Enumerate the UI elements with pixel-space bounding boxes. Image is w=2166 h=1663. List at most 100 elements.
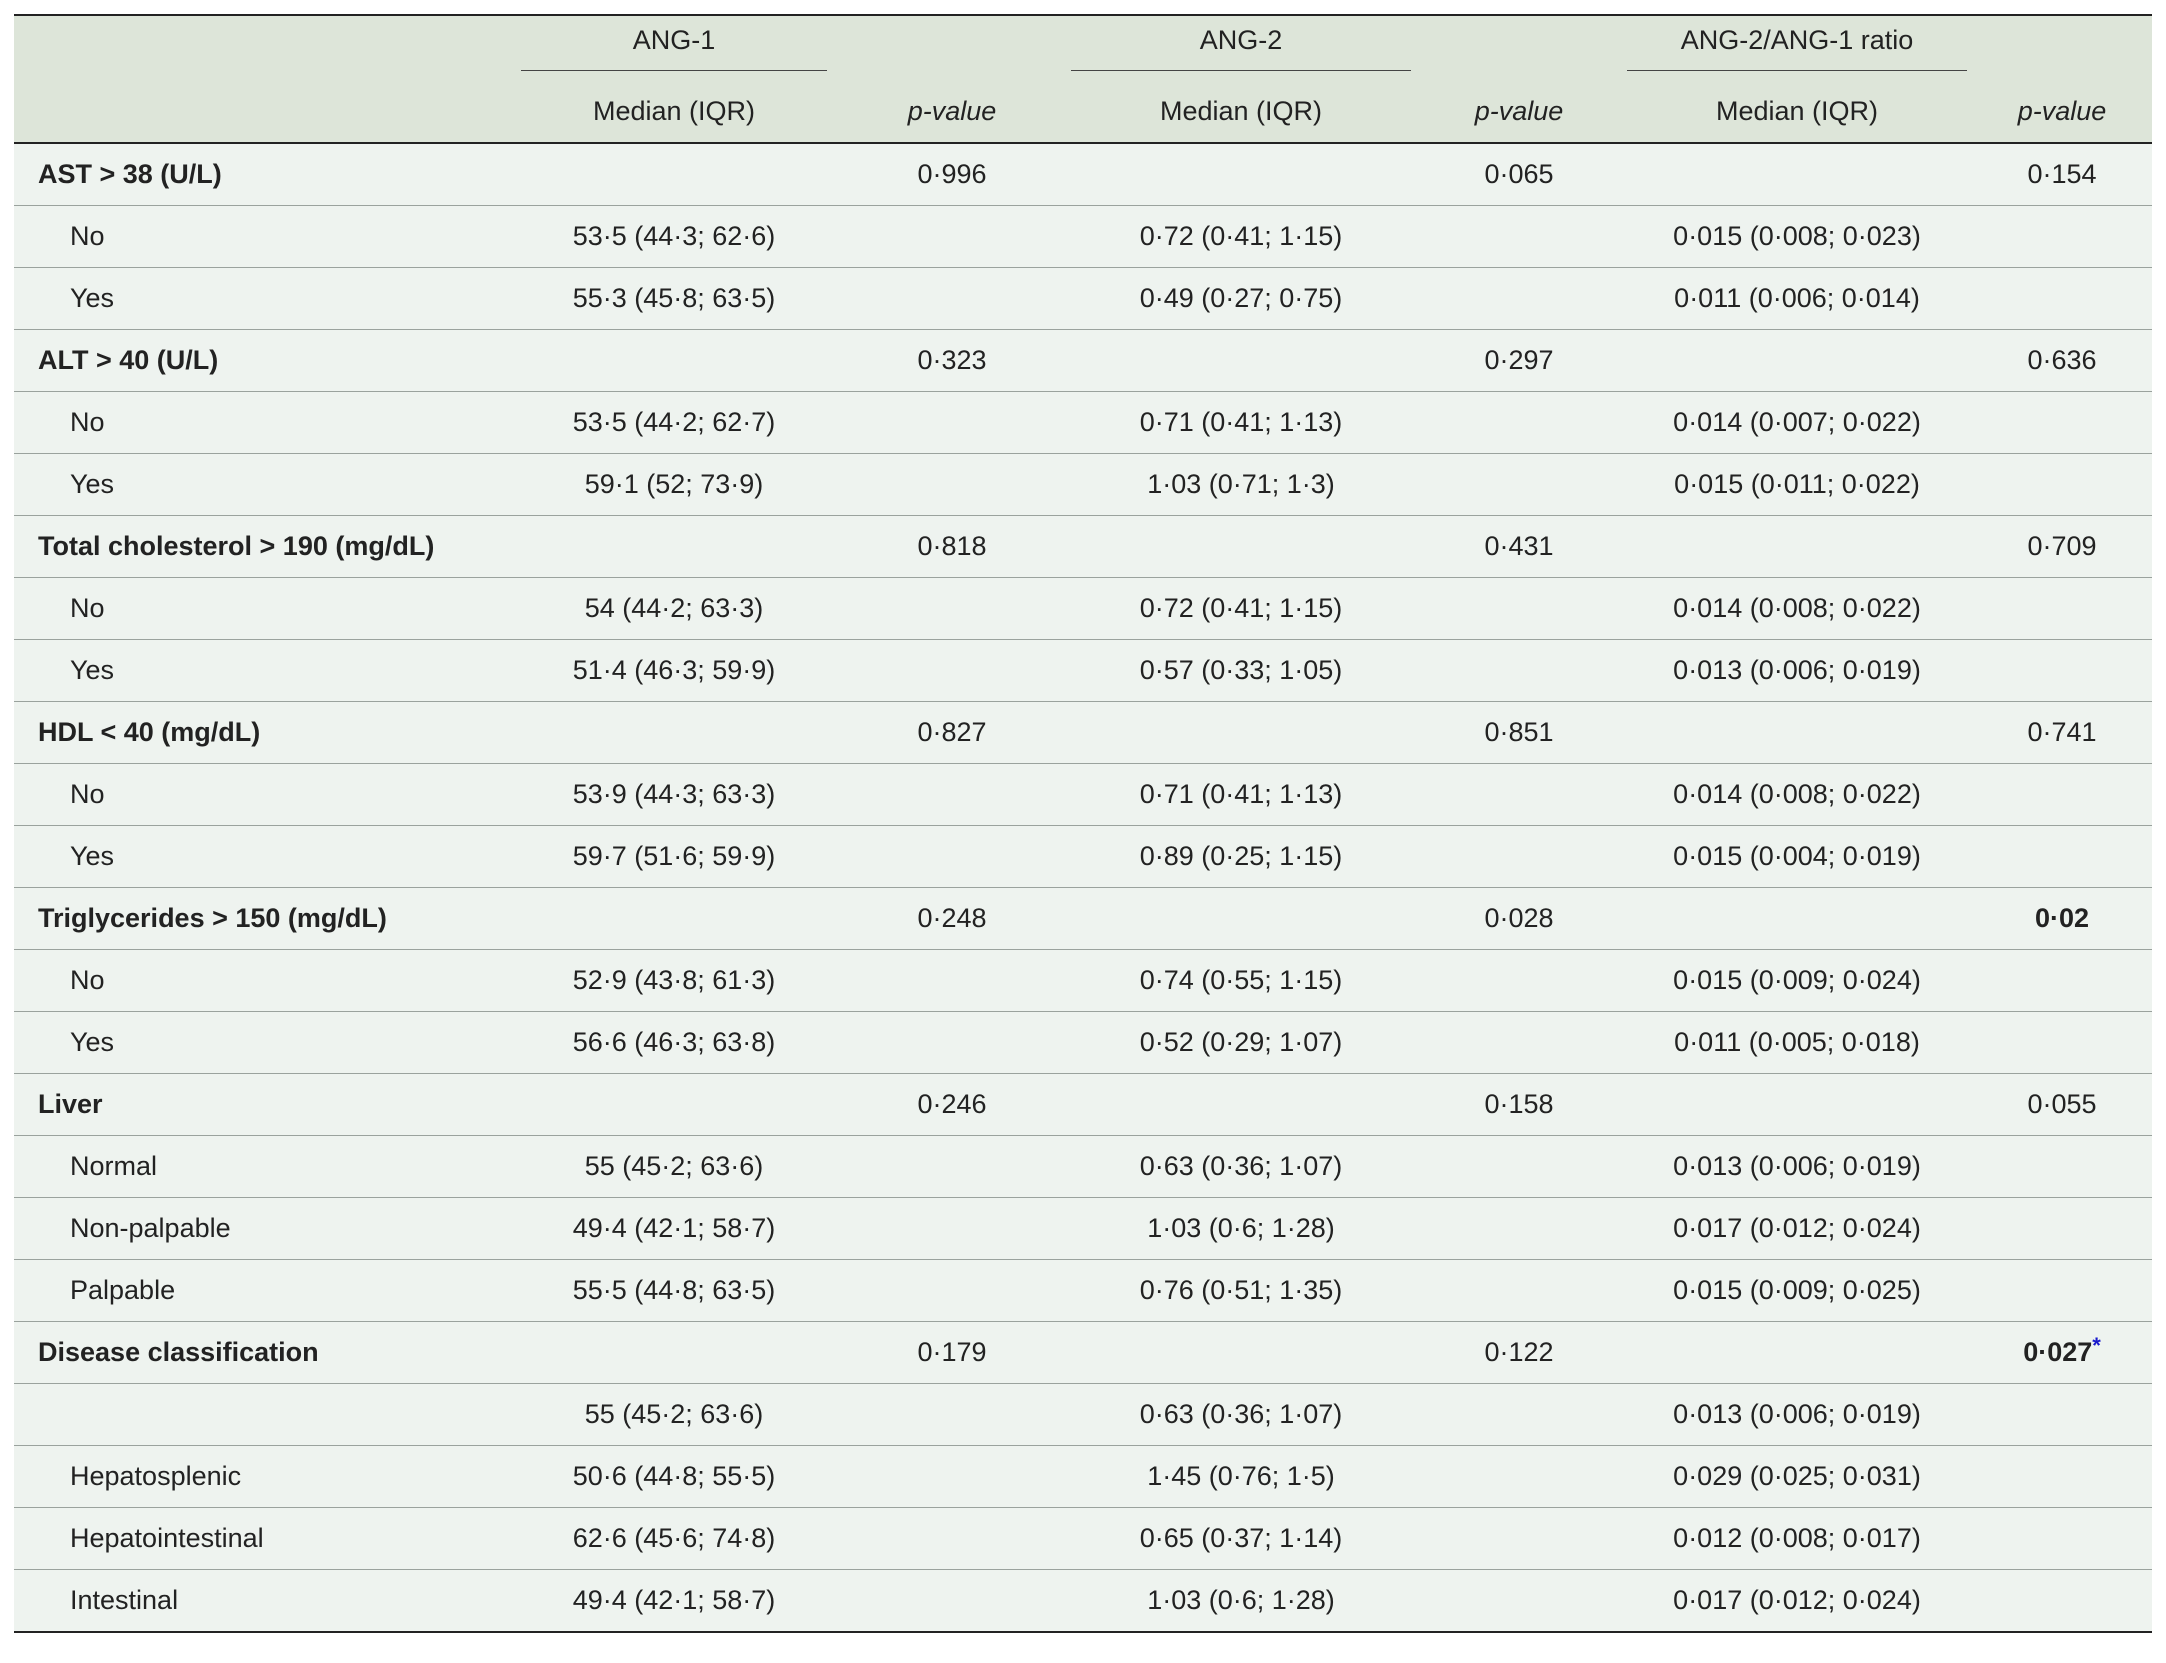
ang1-median-cell-text: 52·9 (43·8; 61·3): [572, 964, 776, 995]
ang1-median-cell: 59·7 (51·6; 59·9): [510, 825, 838, 887]
ang1-median-cell: 56·6 (46·3; 63·8): [510, 1011, 838, 1073]
ang1-median-cell: [510, 1073, 838, 1135]
ang2-median-cell: 1·03 (0·6; 1·28): [1066, 1197, 1416, 1259]
ang2-median-cell: 0·63 (0·36; 1·07): [1066, 1383, 1416, 1445]
ratio-median-cell: 0·014 (0·008; 0·022): [1622, 577, 1972, 639]
ang2-median-cell: 0·63 (0·36; 1·07): [1066, 1135, 1416, 1197]
row-label-text: Disease classification: [38, 1336, 319, 1367]
ratio-median-cell-text: 0·014 (0·008; 0·022): [1673, 592, 1921, 623]
row-label-text: No: [70, 592, 105, 623]
ang1-pvalue-cell: [838, 577, 1066, 639]
ratio-pvalue-cell: [1972, 639, 2152, 701]
ang2-pvalue-cell: [1416, 1445, 1622, 1507]
row-label: Triglycerides > 150 (mg/dL): [14, 887, 510, 949]
row-label: Disease classification: [14, 1321, 510, 1383]
header-row-columns: Median (IQR) p-value Median (IQR) p-valu…: [14, 80, 2152, 143]
ang1-median-cell: 51·4 (46·3; 59·9): [510, 639, 838, 701]
ang1-pvalue-cell: [838, 391, 1066, 453]
header-median-ang1: Median (IQR): [592, 95, 756, 126]
ang2-median-cell-text: 0·57 (0·33; 1·05): [1139, 654, 1343, 685]
ang1-pvalue-cell: 0·818: [838, 515, 1066, 577]
ratio-median-cell: 0·029 (0·025; 0·031): [1622, 1445, 1972, 1507]
ang2-median-cell: 1·03 (0·71; 1·3): [1066, 453, 1416, 515]
ang2-pvalue-cell: 0·297: [1416, 329, 1622, 391]
row-label-text: Yes: [70, 468, 115, 499]
table-row: Yes 59·1 (52; 73·9) 1·03 (0·71; 1·3) 0·015 …: [14, 453, 2152, 515]
ratio-median-cell: 0·017 (0·012; 0·024): [1622, 1569, 1972, 1631]
ang2-pvalue-cell: [1416, 825, 1622, 887]
row-label-text: Triglycerides > 150 (mg/dL): [38, 902, 387, 933]
ang1-pvalue-cell: [838, 763, 1066, 825]
ang1-pvalue-cell: [838, 1445, 1066, 1507]
ratio-pvalue-cell: 0·154: [1972, 143, 2152, 205]
ang2-median-cell-text: 0·72 (0·41; 1·15): [1139, 592, 1343, 623]
ratio-median-cell: 0·013 (0·006; 0·019): [1622, 1383, 1972, 1445]
ang2-median-cell-text: 0·49 (0·27; 0·75): [1139, 282, 1343, 313]
ang2-pvalue-cell: [1416, 391, 1622, 453]
row-label: [14, 1383, 510, 1445]
table-row: 55 (45·2; 63·6) 0·63 (0·36; 1·07) 0·013 (0…: [14, 1383, 2152, 1445]
ang1-median-cell: 52·9 (43·8; 61·3): [510, 949, 838, 1011]
ratio-pvalue-cell: [1972, 1135, 2152, 1197]
ang1-pvalue-cell: 0·246: [838, 1073, 1066, 1135]
ang1-pvalue-cell: [838, 1259, 1066, 1321]
ang2-median-cell-text: 1·03 (0·6; 1·28): [1147, 1212, 1335, 1243]
ang2-median-cell-text: 0·74 (0·55; 1·15): [1139, 964, 1343, 995]
table-group-row: Liver 0·246 0·158 0·055: [14, 1073, 2152, 1135]
ratio-pvalue-cell: [1972, 453, 2152, 515]
header-group-ratio: ANG-2/ANG-1 ratio: [1622, 16, 1972, 80]
ang1-pvalue-cell: 0·179: [838, 1321, 1066, 1383]
ang1-pvalue-cell: [838, 949, 1066, 1011]
ang1-pvalue-cell: [838, 1197, 1066, 1259]
ang1-median-cell: [510, 329, 838, 391]
ang2-pvalue-cell-text: 0·851: [1484, 716, 1554, 747]
ratio-median-cell-text: 0·029 (0·025; 0·031): [1673, 1460, 1921, 1491]
ang2-median-cell: [1066, 515, 1416, 577]
row-label-text: No: [70, 406, 105, 437]
ang1-pvalue-cell-text: 0·323: [917, 344, 987, 375]
table-row: No 54 (44·2; 63·3) 0·72 (0·41; 1·15) 0·014 …: [14, 577, 2152, 639]
row-label: HDL < 40 (mg/dL): [14, 701, 510, 763]
row-label-text: Liver: [38, 1088, 103, 1119]
ratio-median-cell: 0·014 (0·007; 0·022): [1622, 391, 1972, 453]
ang1-pvalue-cell: 0·323: [838, 329, 1066, 391]
ratio-median-cell: 0·011 (0·006; 0·014): [1622, 267, 1972, 329]
ang2-pvalue-cell-text: 0·158: [1484, 1088, 1554, 1119]
ang1-median-cell: 53·5 (44·2; 62·7): [510, 391, 838, 453]
ratio-pvalue-cell: [1972, 949, 2152, 1011]
ratio-median-cell: [1622, 329, 1972, 391]
ratio-pvalue-cell: [1972, 1507, 2152, 1569]
ang2-median-cell: 0·89 (0·25; 1·15): [1066, 825, 1416, 887]
ratio-median-cell-text: 0·015 (0·011; 0·022): [1674, 468, 1920, 499]
ang2-median-cell: 0·71 (0·41; 1·13): [1066, 391, 1416, 453]
ang1-pvalue-cell: 0·248: [838, 887, 1066, 949]
table-row: No 53·5 (44·2; 62·7) 0·71 (0·41; 1·13) 0·01…: [14, 391, 2152, 453]
row-label-text: Intestinal: [70, 1584, 179, 1615]
ang1-median-cell-text: 50·6 (44·8; 55·5): [572, 1460, 776, 1491]
row-label: Hepatointestinal: [14, 1507, 510, 1569]
row-label: Yes: [14, 267, 510, 329]
row-label-text: ALT > 40 (U/L): [38, 344, 219, 375]
table-row: Hepatointestinal 62·6 (45·6; 74·8) 0·65 (0…: [14, 1507, 2152, 1569]
ratio-pvalue-cell-text: 0·154: [2027, 158, 2097, 189]
row-label-text: No: [70, 220, 105, 251]
row-label: No: [14, 763, 510, 825]
table-row: Palpable 55·5 (44·8; 63·5) 0·76 (0·51; 1·3…: [14, 1259, 2152, 1321]
ang1-median-cell: 49·4 (42·1; 58·7): [510, 1197, 838, 1259]
ratio-median-cell: 0·014 (0·008; 0·022): [1622, 763, 1972, 825]
ratio-pvalue-cell-text: 0·055: [2027, 1088, 2097, 1119]
row-label-text: Hepatointestinal: [70, 1522, 264, 1553]
ang1-pvalue-cell-text: 0·818: [917, 530, 987, 561]
ang1-median-cell: 59·1 (52; 73·9): [510, 453, 838, 515]
ang2-median-cell-text: 0·71 (0·41; 1·13): [1139, 406, 1343, 437]
ang1-median-cell: 50·6 (44·8; 55·5): [510, 1445, 838, 1507]
ang1-pvalue-cell: [838, 639, 1066, 701]
ang2-median-cell: 0·74 (0·55; 1·15): [1066, 949, 1416, 1011]
ang2-pvalue-cell: [1416, 1383, 1622, 1445]
ang2-median-cell: 0·49 (0·27; 0·75): [1066, 267, 1416, 329]
ang1-pvalue-cell: 0·827: [838, 701, 1066, 763]
ang1-pvalue-cell-text: 0·179: [917, 1336, 987, 1367]
ang2-pvalue-cell: 0·158: [1416, 1073, 1622, 1135]
row-label: Normal: [14, 1135, 510, 1197]
header-row-groups: ANG-1 ANG-2 ANG-2/ANG-1 ratio: [14, 16, 2152, 80]
